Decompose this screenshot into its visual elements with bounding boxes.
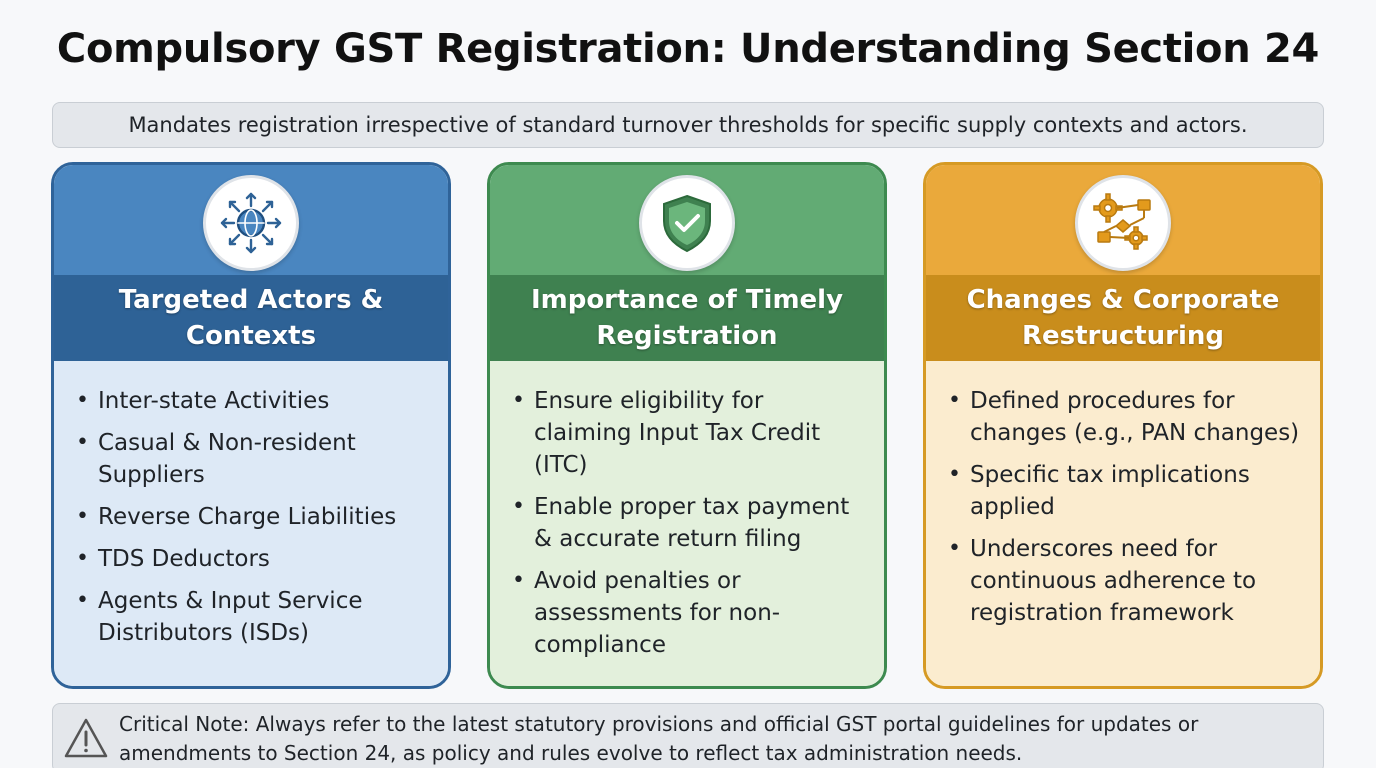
card-header-area bbox=[926, 165, 1320, 275]
summary-text: Mandates registration irrespective of st… bbox=[128, 113, 1248, 137]
list-item: Inter-state Activities bbox=[76, 385, 432, 417]
summary-banner: Mandates registration irrespective of st… bbox=[52, 102, 1324, 148]
card-timely-registration: Importance of Timely Registration Ensure… bbox=[487, 162, 887, 689]
card-body: Inter-state Activities Casual & Non-resi… bbox=[54, 361, 448, 686]
list-item: Avoid penalties or assessments for non-c… bbox=[512, 565, 868, 661]
critical-note-banner: Critical Note: Always refer to the lates… bbox=[52, 703, 1324, 768]
card-heading: Changes & Corporate Restructuring bbox=[926, 275, 1320, 361]
card-heading: Targeted Actors & Contexts bbox=[54, 275, 448, 361]
bullet-list: Ensure eligibility for claiming Input Ta… bbox=[512, 385, 868, 671]
card-corporate-restructuring: Changes & Corporate Restructuring Define… bbox=[923, 162, 1323, 689]
critical-note-text: Critical Note: Always refer to the lates… bbox=[119, 712, 1199, 765]
warning-icon bbox=[63, 716, 109, 760]
list-item: Casual & Non-resident Suppliers bbox=[76, 427, 432, 491]
gears-flowchart-icon bbox=[1075, 175, 1171, 271]
list-item: Reverse Charge Liabilities bbox=[76, 501, 432, 533]
globe-arrows-icon bbox=[203, 175, 299, 271]
card-heading: Importance of Timely Registration bbox=[490, 275, 884, 361]
page-title: Compulsory GST Registration: Understandi… bbox=[56, 26, 1320, 72]
bullet-list: Defined procedures for changes (e.g., PA… bbox=[948, 385, 1304, 639]
card-body: Defined procedures for changes (e.g., PA… bbox=[926, 361, 1320, 686]
card-targeted-actors: Targeted Actors & Contexts Inter-state A… bbox=[51, 162, 451, 689]
list-item: Specific tax implications applied bbox=[948, 459, 1304, 523]
list-item: Enable proper tax payment & accurate ret… bbox=[512, 491, 868, 555]
list-item: Agents & Input Service Distributors (ISD… bbox=[76, 585, 432, 649]
bullet-list: Inter-state Activities Casual & Non-resi… bbox=[76, 385, 432, 659]
card-header-area bbox=[54, 165, 448, 275]
list-item: Ensure eligibility for claiming Input Ta… bbox=[512, 385, 868, 481]
card-header-area bbox=[490, 165, 884, 275]
list-item: Underscores need for continuous adherenc… bbox=[948, 533, 1304, 629]
shield-check-icon bbox=[639, 175, 735, 271]
card-body: Ensure eligibility for claiming Input Ta… bbox=[490, 361, 884, 686]
list-item: TDS Deductors bbox=[76, 543, 432, 575]
list-item: Defined procedures for changes (e.g., PA… bbox=[948, 385, 1304, 449]
